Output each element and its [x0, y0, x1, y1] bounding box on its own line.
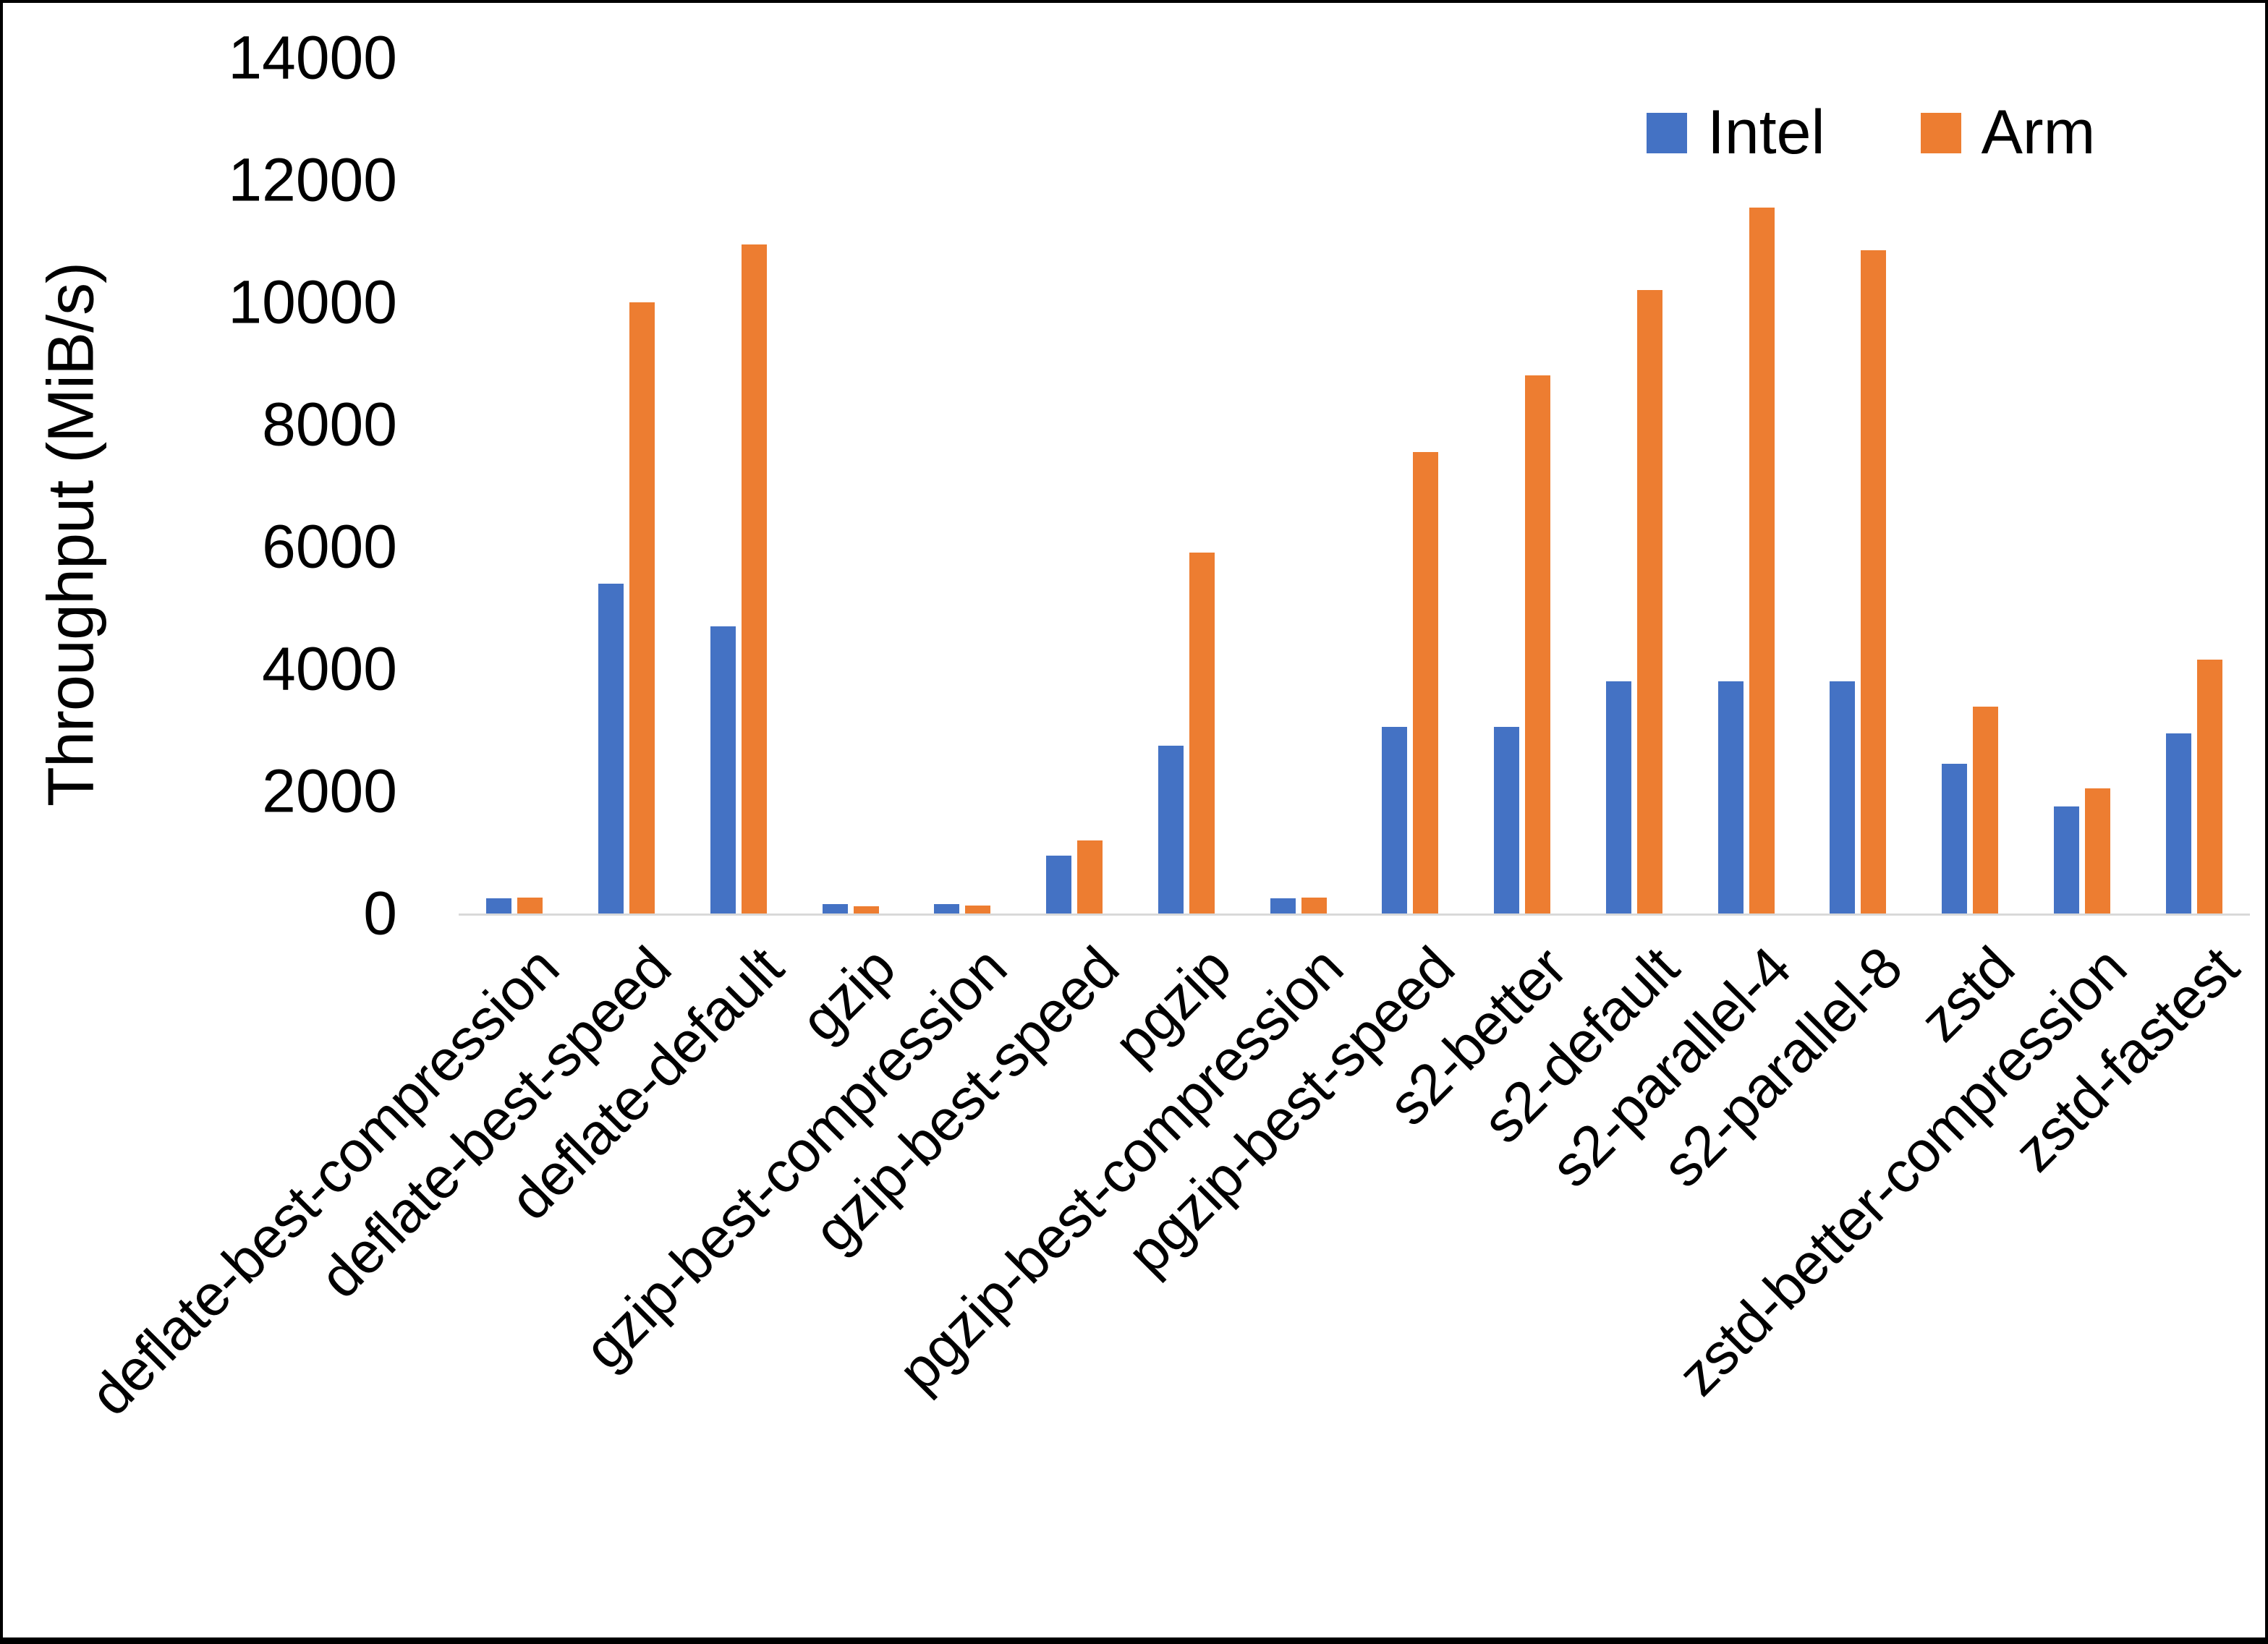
bar-arm-pgzip — [1189, 553, 1215, 913]
bar-intel-zstd — [1942, 763, 1968, 913]
bar-arm-zstd-better-compression — [2084, 788, 2110, 913]
bar-intel-gzip — [822, 904, 848, 913]
intel-legend-swatch — [1647, 112, 1687, 153]
bar-intel-s2-default — [1605, 681, 1631, 913]
bar-arm-zstd — [1973, 707, 1999, 913]
y-tick-12000: 12000 — [228, 145, 397, 214]
bar-arm-gzip-best-compression — [965, 906, 991, 913]
legend-item-arm: Arm — [1920, 97, 2096, 169]
y-tick-2000: 2000 — [262, 757, 397, 825]
x-label-deflate-best-compression: deflate-best-compression — [77, 934, 572, 1428]
y-tick-6000: 6000 — [262, 512, 397, 581]
intel-legend-label: Intel — [1707, 98, 1825, 167]
bar-intel-zstd-better-compression — [2053, 806, 2079, 913]
arm-legend-label: Arm — [1981, 98, 2096, 167]
y-tick-4000: 4000 — [262, 634, 397, 703]
y-tick-14000: 14000 — [228, 23, 397, 92]
bar-arm-gzip-best-speed — [1077, 840, 1103, 913]
y-tick-8000: 8000 — [262, 390, 397, 459]
x-axis-line — [459, 913, 2250, 916]
y-tick-0: 0 — [363, 879, 397, 947]
bar-arm-s2-parallel-4 — [1749, 208, 1775, 913]
bar-arm-deflate-best-compression — [517, 898, 543, 913]
bar-arm-gzip — [853, 906, 879, 913]
bar-intel-s2-parallel-8 — [1830, 681, 1856, 913]
bar-arm-zstd-fastest — [2196, 660, 2222, 913]
bar-arm-s2-better — [1525, 375, 1551, 913]
bar-arm-deflate-default — [741, 244, 767, 913]
legend-item-intel: Intel — [1647, 97, 1825, 169]
bar-arm-deflate-best-speed — [629, 302, 655, 913]
bar-intel-s2-better — [1494, 727, 1520, 913]
bar-intel-gzip-best-speed — [1046, 855, 1072, 913]
bar-arm-s2-parallel-8 — [1861, 250, 1887, 913]
bar-intel-deflate-default — [710, 626, 736, 913]
bar-intel-deflate-best-compression — [486, 898, 512, 913]
bar-arm-pgzip-best-speed — [1413, 452, 1439, 913]
bar-intel-pgzip-best-compression — [1270, 898, 1296, 913]
bar-arm-s2-default — [1636, 290, 1662, 913]
bar-intel-gzip-best-compression — [934, 904, 960, 913]
bar-intel-deflate-best-speed — [598, 583, 624, 913]
legend: Intel Arm — [1647, 97, 2095, 169]
arm-legend-swatch — [1920, 112, 1961, 153]
bar-intel-zstd-fastest — [2165, 733, 2191, 913]
y-tick-10000: 10000 — [228, 268, 397, 336]
bar-arm-pgzip-best-compression — [1301, 898, 1327, 913]
bar-intel-pgzip — [1158, 745, 1184, 913]
bar-intel-s2-parallel-4 — [1717, 681, 1744, 913]
bar-intel-pgzip-best-speed — [1382, 727, 1408, 913]
